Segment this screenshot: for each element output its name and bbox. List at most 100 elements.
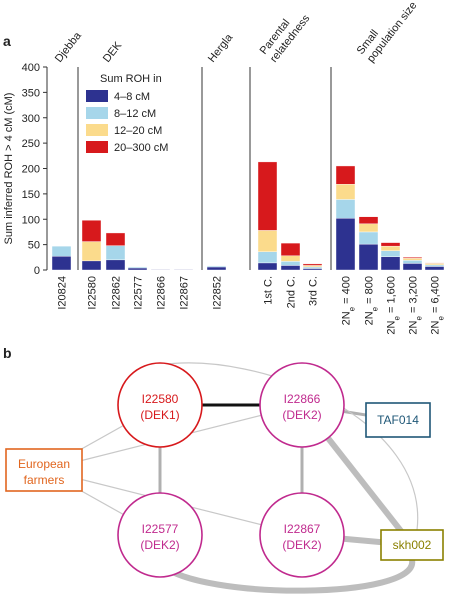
node-i22866: I22866 (DEK2)	[259, 362, 345, 448]
bar-segment	[335, 199, 356, 219]
bar-segment	[81, 220, 102, 242]
bar-segment	[127, 266, 148, 269]
group-header: Djebba	[53, 29, 84, 65]
node-sublabel: (DEK2)	[140, 538, 179, 552]
x-tick-label: 2Ne = 800	[364, 276, 380, 325]
bar-segment	[81, 241, 102, 262]
bar-segment	[280, 242, 301, 256]
network-edges	[43, 362, 419, 594]
x-tick-label: I22862	[111, 276, 123, 310]
bar-segment	[424, 262, 445, 264]
x-tick-label: 2Ne = 400	[341, 276, 357, 325]
node-sublabel: farmers	[24, 473, 65, 487]
bar-segment	[302, 266, 323, 269]
bar-segment	[302, 268, 323, 271]
bar-segment	[302, 263, 323, 266]
legend-label: 20–300 cM	[114, 142, 168, 154]
node-sublabel: (DEK1)	[140, 408, 179, 422]
x-tick-label: 2Ne = 6,400	[430, 276, 446, 335]
group-header: Hergla	[206, 31, 236, 65]
bar-segment	[335, 184, 356, 200]
bar-segment	[257, 230, 278, 252]
bar-segment	[81, 260, 102, 271]
bar-segment	[257, 161, 278, 231]
legend-swatch	[86, 90, 108, 102]
bar-segment	[127, 267, 148, 271]
bar-segment	[424, 266, 445, 271]
node-label: skh002	[393, 538, 432, 552]
x-tick-label: I22867	[179, 276, 191, 310]
bar-segment	[335, 165, 356, 185]
node-shape	[365, 402, 431, 438]
node-label: I22866	[284, 392, 321, 406]
group-header-line: Djebba	[53, 29, 84, 65]
node-shape	[380, 529, 444, 561]
y-tick-label: 400	[22, 62, 40, 74]
relatedness-network: bI22580(DEK1)I22866(DEK2)I22577(DEK2)I22…	[3, 345, 444, 594]
roh-bar-chart: a 0 50 100 150 200 250 300 350 400 Sum inferred RO…	[3, 0, 445, 335]
y-tick-label: 0	[34, 265, 40, 277]
bar-segment	[380, 245, 401, 251]
node-label: I22577	[142, 522, 179, 536]
bar-segment	[402, 257, 423, 259]
x-tick-label: I22580	[87, 276, 99, 310]
bar-segment	[280, 255, 301, 262]
x-tick-label: I22852	[212, 276, 224, 310]
node-shape	[117, 362, 203, 448]
bar-segment	[424, 263, 445, 266]
group-header-line: DEK	[101, 39, 125, 65]
bar-segment	[280, 265, 301, 271]
legend-title: Sum ROH in	[100, 73, 162, 85]
node-taf014: TAF014	[365, 402, 431, 438]
bar-segment	[335, 218, 356, 271]
node-i22577: I22577 (DEK2)	[117, 492, 203, 578]
x-tick-label: I22866	[156, 276, 168, 310]
bar-segment	[302, 265, 323, 268]
bar-segment	[105, 245, 126, 261]
y-axis-label: Sum inferred ROH > 4 cM (cM)	[3, 93, 15, 245]
bar-segment	[402, 258, 423, 261]
node-i22580: I22580 (DEK1)	[117, 362, 203, 448]
bar-segment	[150, 269, 171, 271]
node-sublabel: (DEK2)	[282, 408, 321, 422]
y-tick-label: 150	[22, 189, 40, 201]
y-tick-label: 250	[22, 138, 40, 150]
node-label: I22867	[284, 522, 321, 536]
bar-segment	[358, 231, 379, 245]
legend-label: 4–8 cM	[114, 91, 150, 103]
bar-segment	[51, 256, 72, 271]
x-tick-label: 1st C.	[263, 276, 275, 305]
node-shape	[259, 362, 345, 448]
bar-segment	[280, 261, 301, 266]
network-edge	[159, 559, 416, 594]
y-tick-label: 100	[22, 214, 40, 226]
x-tick-label: 2Ne = 1,600	[386, 276, 402, 335]
panel-label-b: b	[3, 345, 12, 361]
bar-segment	[424, 264, 445, 267]
node-shape	[5, 448, 83, 492]
network-nodes: I22580(DEK1)I22866(DEK2)I22577(DEK2)I228…	[5, 362, 444, 578]
bar-segment	[206, 265, 227, 268]
x-tick-label: I22577	[133, 276, 145, 310]
bar-segment	[51, 245, 72, 257]
bar-segment	[380, 256, 401, 271]
y-tick-label: 200	[22, 164, 40, 176]
node-label: European	[18, 457, 70, 471]
x-tick-label: 3rd C.	[308, 276, 320, 306]
bar-segment	[402, 263, 423, 271]
node-label: TAF014	[377, 413, 419, 427]
node-ef: European farmers	[5, 448, 83, 492]
x-tick-label: 2nd C.	[286, 276, 298, 308]
legend-swatch	[86, 124, 108, 136]
x-tick-label: 2Ne = 3,200	[408, 276, 424, 335]
bar-segment	[257, 251, 278, 264]
node-label: I22580	[142, 392, 179, 406]
bar-segment	[380, 250, 401, 258]
node-i22867: I22867 (DEK2)	[259, 492, 345, 578]
node-sublabel: (DEK2)	[282, 538, 321, 552]
y-tick-label: 350	[22, 87, 40, 99]
group-header-line: Hergla	[206, 31, 236, 65]
node-shape	[117, 492, 203, 578]
